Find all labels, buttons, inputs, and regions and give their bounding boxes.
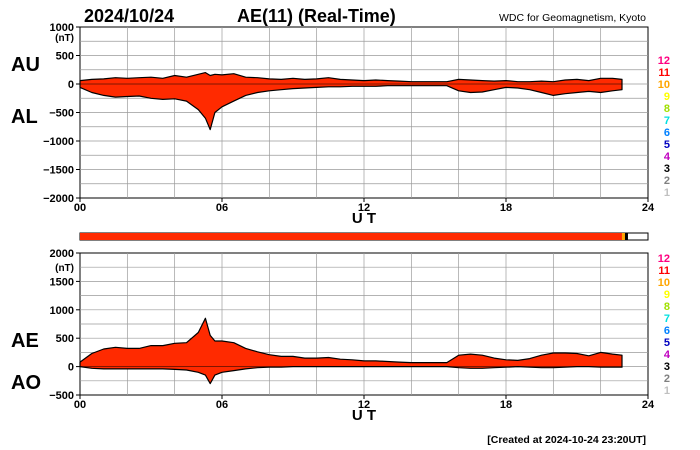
au-al-y-tick-label: 0 (68, 79, 74, 91)
ae-ao-y-tick-label: 1000 (50, 305, 74, 317)
source-label: WDC for Geomagnetism, Kyoto (499, 12, 646, 24)
ae-ao-y-tick-label: 500 (56, 333, 74, 345)
ae-ao-y-tick-label: 2000 (50, 248, 74, 260)
au-label: AU (11, 54, 40, 76)
ae-ao-y-tick-label: 0 (68, 362, 74, 374)
ae-ao-x-tick-label: 12 (358, 399, 370, 411)
level-legend-entry: 9 (664, 91, 670, 103)
au-al-y-tick-label: −500 (49, 108, 74, 120)
au-al-y-ticks: 1000 500 0 −500 −1000 −1500 −2000 (43, 22, 80, 205)
level-legend-entry: 5 (664, 337, 670, 349)
au-al-panel: 1000 500 0 −500 −1000 −1500 −2000 00 06 12 18 24 (… (11, 22, 655, 227)
ae-ao-x-ticks: 00 06 12 18 24 (74, 395, 655, 411)
au-al-x-tick-label: 12 (358, 202, 370, 214)
level-legend-entry: 8 (664, 301, 670, 313)
ao-label: AO (11, 372, 41, 394)
ae-ao-y-tick-label: 1500 (50, 276, 74, 288)
coverage-bar-tail (624, 233, 628, 240)
ae-ao-x-axis-label: U T (352, 407, 376, 424)
ae-ao-grid (80, 253, 648, 395)
au-al-x-tick-label: 18 (500, 202, 512, 214)
level-legend-entry: 7 (664, 115, 670, 127)
coverage-bar-tail (621, 233, 625, 240)
level-legend-entry: 6 (664, 325, 670, 337)
al-label: AL (11, 106, 38, 128)
ae-ao-x-tick-label: 24 (642, 399, 655, 411)
level-legend-entry: 11 (658, 265, 670, 277)
level-legend-entry: 9 (664, 289, 670, 301)
au-al-envelope (79, 72, 623, 131)
ae-ao-x-tick-label: 18 (500, 399, 512, 411)
level-legend-entry: 10 (658, 79, 670, 91)
level-legend-entry: 4 (664, 151, 671, 163)
au-al-x-ticks: 00 06 12 18 24 (74, 198, 655, 214)
level-legend-entry: 5 (664, 139, 670, 151)
au-al-y-tick-label: −2000 (43, 193, 74, 205)
ae-ao-x-tick-label: 00 (74, 399, 86, 411)
au-al-x-tick-label: 00 (74, 202, 86, 214)
level-legend-entry: 3 (664, 163, 670, 175)
au-al-grid (80, 27, 648, 198)
au-al-x-tick-label: 06 (216, 202, 228, 214)
ae-ao-x-tick-label: 06 (216, 399, 228, 411)
au-al-area (79, 72, 623, 131)
level-legend-entry: 6 (664, 127, 670, 139)
created-timestamp: [Created at 2024-10-24 23:20UT] (487, 434, 646, 446)
level-legend-entry: 1 (664, 187, 670, 199)
au-al-x-axis-label: U T (352, 210, 376, 227)
level-legend-entry: 2 (664, 175, 670, 187)
level-legend-entry: 10 (658, 277, 670, 289)
au-al-y-tick-label: −1500 (43, 165, 74, 177)
au-al-y-tick-label: −1000 (43, 136, 74, 148)
level-legend-entry: 7 (664, 313, 670, 325)
level-legend-entry: 2 (664, 373, 670, 385)
date-label: 2024/10/24 (84, 6, 174, 26)
ae-label: AE (11, 330, 39, 352)
level-legend-entry: 11 (658, 67, 670, 79)
data-coverage-bar (79, 232, 649, 241)
ae-ao-envelope (79, 317, 623, 385)
ae-ao-y-tick-label: −500 (49, 390, 74, 402)
au-al-x-tick-label: 24 (642, 202, 655, 214)
level-legend-entry: 1 (664, 385, 670, 397)
ae-ao-y-ticks: 2000 1500 1000 500 0 −500 (49, 248, 80, 402)
level-legend-entry: 3 (664, 361, 670, 373)
chart-title: AE(11) (Real-Time) (237, 6, 396, 26)
level-legend-entry: 12 (658, 253, 670, 265)
coverage-bar-fill (80, 233, 622, 240)
level-legend-entry: 4 (664, 349, 671, 361)
ae-ao-area (79, 317, 623, 385)
level-legend-entry: 8 (664, 103, 670, 115)
au-al-y-unit: (nT) (55, 33, 74, 44)
au-al-y-tick-label: 1000 (50, 22, 74, 34)
ae-ao-y-unit: (nT) (55, 263, 74, 274)
level-legend-entry: 12 (658, 55, 670, 67)
au-al-y-tick-label: 500 (56, 51, 74, 63)
